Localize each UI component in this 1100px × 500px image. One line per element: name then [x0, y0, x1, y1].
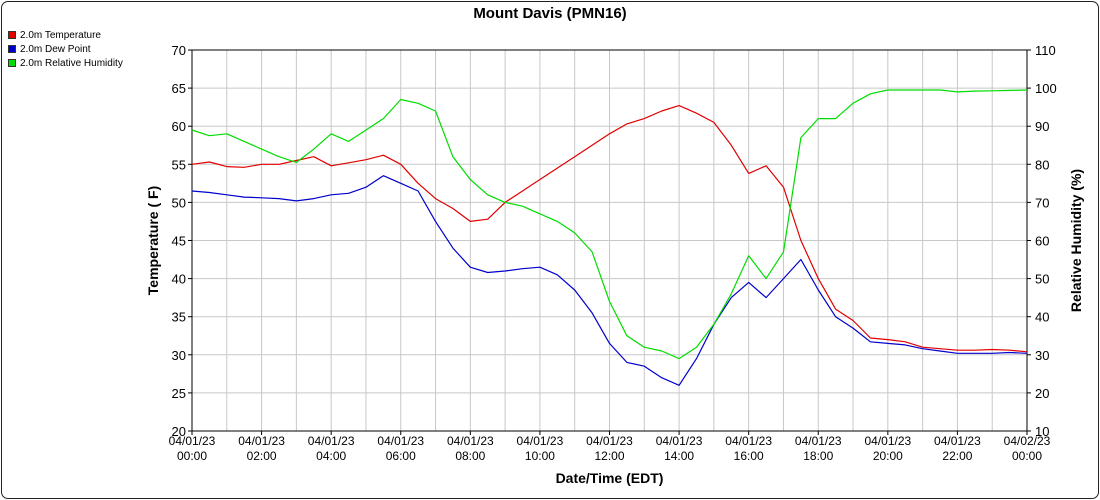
- y-tick-label: 55: [172, 157, 186, 172]
- x-tick-date: 04/01/23: [864, 434, 911, 448]
- x-tick-time: 16:00: [734, 449, 764, 463]
- y2-axis-label: Relative Humidity (%): [1068, 169, 1084, 312]
- x-tick-time: 06:00: [386, 449, 416, 463]
- x-tick-time: 10:00: [525, 449, 555, 463]
- x-tick-date: 04/01/23: [795, 434, 842, 448]
- series-layer: [191, 89, 1028, 386]
- x-tick-time: 08:00: [455, 449, 485, 463]
- y2-tick-label: 60: [1035, 234, 1049, 249]
- y-tick-label: 60: [172, 119, 186, 134]
- y2-tick-label: 50: [1035, 272, 1049, 287]
- x-tick-time: 00:00: [177, 449, 207, 463]
- x-axis-label: Date/Time (EDT): [556, 470, 664, 486]
- x-axis: 04/01/2300:0004/01/2302:0004/01/2304:000…: [169, 431, 1051, 463]
- legend-swatch-temperature: [8, 31, 16, 39]
- x-tick-date: 04/01/23: [169, 434, 216, 448]
- y2-tick-label: 100: [1035, 81, 1057, 96]
- x-tick-date: 04/01/23: [656, 434, 703, 448]
- x-tick-time: 22:00: [942, 449, 972, 463]
- y-tick-label: 35: [172, 310, 186, 325]
- legend-label-temperature: 2.0m Temperature: [20, 29, 101, 41]
- y-tick-label: 40: [172, 272, 186, 287]
- x-tick-time: 20:00: [873, 449, 903, 463]
- y2-tick-label: 30: [1035, 348, 1049, 363]
- x-tick-time: 04:00: [316, 449, 346, 463]
- y2-tick-label: 90: [1035, 119, 1049, 134]
- legend-label-dew-point: 2.0m Dew Point: [20, 43, 91, 55]
- x-tick-date: 04/01/23: [377, 434, 424, 448]
- y-axis-label: Temperature ( F): [145, 186, 161, 295]
- x-tick-time: 02:00: [247, 449, 277, 463]
- x-tick-date: 04/01/23: [447, 434, 494, 448]
- legend-item-relative-humidity: 2.0m Relative Humidity: [8, 56, 123, 70]
- legend-item-dew-point: 2.0m Dew Point: [8, 42, 123, 56]
- legend-label-relative-humidity: 2.0m Relative Humidity: [20, 57, 123, 69]
- legend-swatch-dew-point: [8, 45, 16, 53]
- x-tick-date: 04/01/23: [586, 434, 633, 448]
- legend-swatch-relative-humidity: [8, 59, 16, 67]
- legend-item-temperature: 2.0m Temperature: [8, 28, 123, 42]
- x-tick-date: 04/01/23: [517, 434, 564, 448]
- chart-title: Mount Davis (PMN16): [473, 5, 627, 22]
- x-tick-date: 04/01/23: [725, 434, 772, 448]
- x-tick-date: 04/01/23: [238, 434, 285, 448]
- legend: 2.0m Temperature 2.0m Dew Point 2.0m Rel…: [8, 28, 123, 70]
- series-line-temperature: [191, 104, 1028, 353]
- y-axis-left: 20 25 30 35 40 45 50 55 60 65 70: [172, 43, 192, 439]
- y-tick-label: 70: [172, 43, 186, 58]
- y-tick-label: 65: [172, 81, 186, 96]
- y2-tick-label: 40: [1035, 310, 1049, 325]
- y-tick-label: 30: [172, 348, 186, 363]
- x-tick-time: 18:00: [803, 449, 833, 463]
- y-tick-label: 20: [172, 424, 186, 439]
- series-line-relative-humidity: [191, 89, 1028, 360]
- y2-tick-label: 70: [1035, 195, 1049, 210]
- y2-tick-label: 20: [1035, 386, 1049, 401]
- y-tick-label: 25: [172, 386, 186, 401]
- y2-tick-label: 10: [1035, 424, 1049, 439]
- x-tick-date: 04/01/23: [934, 434, 981, 448]
- y-tick-label: 45: [172, 234, 186, 249]
- series-line-dew-point: [191, 175, 1028, 386]
- x-tick-time: 12:00: [594, 449, 624, 463]
- y-tick-label: 50: [172, 195, 186, 210]
- x-tick-date: 04/02/23: [1004, 434, 1051, 448]
- y2-tick-label: 110: [1035, 43, 1056, 58]
- grid-lines: [191, 49, 1028, 432]
- y-axis-right: 10 20 30 40 50 60 70 80 90 100 110: [1027, 43, 1057, 439]
- x-tick-time: 00:00: [1012, 449, 1042, 463]
- x-tick-date: 04/01/23: [308, 434, 355, 448]
- y2-tick-label: 80: [1035, 157, 1049, 172]
- x-tick-time: 14:00: [664, 449, 694, 463]
